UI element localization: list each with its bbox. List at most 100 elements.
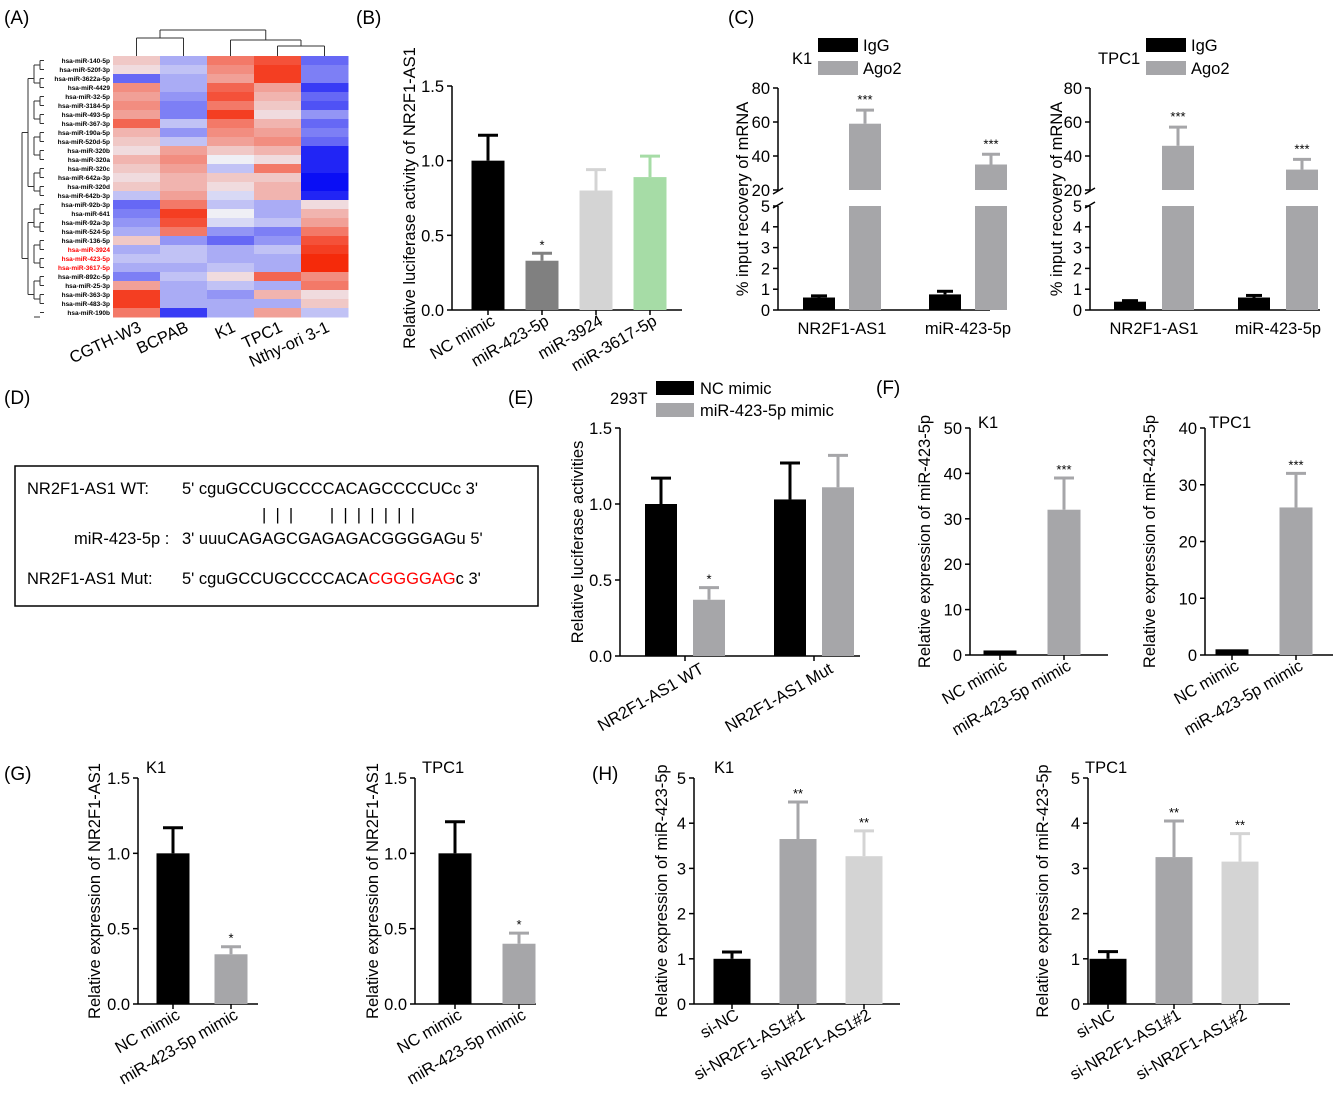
heatmap-cell <box>113 56 161 66</box>
heatmap-cell <box>160 191 208 201</box>
legend-label: Ago2 <box>1191 60 1230 78</box>
heatmap-cell <box>160 290 208 300</box>
chart-title: TPC1 <box>1098 50 1140 68</box>
heatmap-cell <box>113 92 161 102</box>
heatmap-column-label: BCPAB <box>134 318 191 357</box>
heatmap-row-label: hsa-miR-483-3p <box>62 301 110 308</box>
heatmap-row-label: hsa-miR-190b <box>67 310 110 317</box>
y-tick-label: 30 <box>944 511 962 529</box>
panel-label-d: (D) <box>4 388 30 409</box>
heatmap-cell <box>113 227 161 237</box>
bar <box>633 177 667 310</box>
heatmap-row-label: hsa-miR-320a <box>68 157 111 164</box>
heatmap-row-label: hsa-miR-140-5p <box>62 58 110 65</box>
bar <box>774 499 806 656</box>
legend-label: IgG <box>863 37 890 55</box>
heatmap-cell <box>207 155 255 165</box>
axis-break-mark <box>772 187 784 195</box>
heatmap-cell <box>113 272 161 282</box>
heatmap-row-label: hsa-miR-92a-3p <box>62 220 110 227</box>
heatmap-cell <box>207 281 255 291</box>
heatmap-cell <box>113 281 161 291</box>
bar <box>845 856 883 1004</box>
y-tick-label: 2 <box>677 906 686 924</box>
heatmap-cell <box>207 83 255 93</box>
axis-break-mark <box>1084 187 1096 195</box>
bar <box>525 260 559 310</box>
heatmap-cell <box>301 92 349 102</box>
y-tick-label: 0 <box>761 302 770 320</box>
bar <box>983 650 1017 655</box>
heatmap-cell <box>160 182 208 192</box>
y-tick-label: 0 <box>1071 996 1080 1014</box>
heatmap-cell <box>301 74 349 84</box>
heatmap-cell <box>160 218 208 228</box>
bar <box>645 504 677 656</box>
heatmap-cell <box>254 308 302 318</box>
heatmap-cell <box>113 182 161 192</box>
y-tick-label: 40 <box>1064 148 1082 166</box>
heatmap-cell <box>254 254 302 264</box>
significance-mark: * <box>228 931 233 946</box>
heatmap-cell <box>207 272 255 282</box>
y-tick-label: 1.0 <box>107 845 130 863</box>
x-tick-label: si-NR2F1-AS1#2 <box>757 1006 874 1084</box>
heatmap-cell <box>113 308 161 318</box>
chart-title: TPC1 <box>1209 414 1251 432</box>
heatmap-cell <box>254 173 302 183</box>
heatmap-cell <box>301 200 349 210</box>
y-tick-label: 3 <box>1071 860 1080 878</box>
wt-sequence: 5' cguGCCUGCCCCACAGCCCCUCc 3' <box>182 480 478 498</box>
heatmap-cell <box>207 56 255 66</box>
y-tick-label: 60 <box>1064 114 1082 132</box>
y-tick-label: 0.5 <box>589 572 612 590</box>
bar <box>822 487 854 656</box>
y-axis-label: Relative expression of miR-423-5p <box>1141 415 1159 668</box>
heatmap-cell <box>207 245 255 255</box>
y-axis-label: % input recovery of mRNA <box>1048 102 1066 296</box>
heatmap-cell <box>113 155 161 165</box>
heatmap-cell <box>301 254 349 264</box>
heatmap-cell <box>160 164 208 174</box>
heatmap-cell <box>254 56 302 66</box>
heatmap-cell <box>160 272 208 282</box>
chart-title: K1 <box>714 759 734 777</box>
heatmap-cell <box>113 209 161 219</box>
heatmap-cell <box>207 146 255 156</box>
heatmap-cell <box>160 146 208 156</box>
x-tick-label: si-NR2F1-AS1#1 <box>1067 1006 1184 1084</box>
x-tick-label: NR2F1-AS1 <box>1110 320 1199 338</box>
heatmap-cell <box>207 65 255 75</box>
heatmap-cell <box>113 200 161 210</box>
y-tick-label: 50 <box>944 420 962 438</box>
heatmap-cell <box>301 173 349 183</box>
heatmap-cell <box>254 101 302 111</box>
heatmap-cell <box>301 290 349 300</box>
heatmap-cell <box>113 128 161 138</box>
legend-swatch <box>656 403 694 417</box>
bar <box>1279 507 1313 655</box>
heatmap-row-label: hsa-miR-642a-3p <box>58 175 110 182</box>
heatmap-cell <box>113 245 161 255</box>
bar <box>1286 206 1318 310</box>
heatmap-cell <box>160 155 208 165</box>
heatmap-cell <box>113 236 161 246</box>
mut-seq-prefix: 5' cguGCCUGCCCCACA <box>182 570 369 588</box>
heatmap-cell <box>113 65 161 75</box>
x-tick-label: si-NR2F1-AS1#2 <box>1133 1006 1250 1084</box>
heatmap-cell <box>254 200 302 210</box>
panel-label-c: (C) <box>728 8 754 29</box>
heatmap-cell <box>254 119 302 129</box>
heatmap-cell <box>254 155 302 165</box>
heatmap-cell <box>207 191 255 201</box>
y-axis-label: % input recovery of mRNA <box>734 102 752 296</box>
heatmap-cell <box>254 83 302 93</box>
bar <box>471 160 505 310</box>
legend-label: miR-423-5p mimic <box>700 402 834 420</box>
y-tick-label: 0.5 <box>384 921 407 939</box>
sequence-alignment-box: NR2F1-AS1 WT: 5' cguGCCUGCCCCACAGCCCCUCc… <box>14 465 539 607</box>
heatmap-cell <box>113 173 161 183</box>
bar <box>929 294 961 310</box>
heatmap-cell <box>254 263 302 273</box>
heatmap-cell <box>301 236 349 246</box>
